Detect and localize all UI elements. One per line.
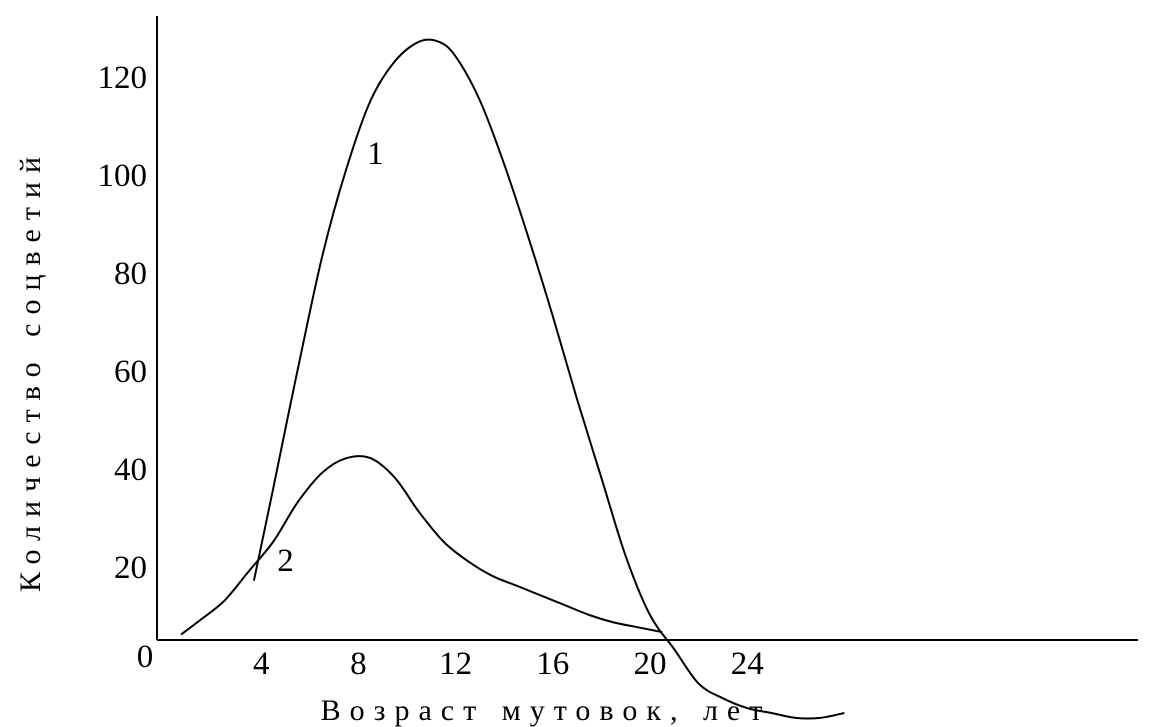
series-line-2 [180,455,663,636]
y-tick-label: 120 [98,60,148,96]
axes [156,16,1138,641]
x-tick-label: 4 [253,646,270,682]
x-tick-labels: 4 8 12 16 20 24 [253,646,764,682]
series-lines [180,38,845,720]
series-labels: 12 [277,136,383,579]
y-axis-title: Количество соцветий [14,148,47,592]
y-tick-labels: 20 40 60 80 100 120 [98,60,148,586]
y-tick-label: 20 [114,550,147,586]
x-tick-label: 24 [731,646,764,682]
y-tick-label: 40 [114,452,147,488]
y-tick-label: 100 [98,158,148,194]
x-tick-label: 20 [634,646,667,682]
x-tick-label: 16 [536,646,569,682]
x-axis-title: Возраст мутовок, лет [321,694,772,727]
x-tick-label: 12 [439,646,472,682]
series-label-2: 2 [277,543,294,579]
origin-label: 0 [137,639,154,675]
series-label-1: 1 [367,136,384,172]
y-tick-label: 60 [114,354,147,390]
y-tick-label: 80 [114,256,147,292]
series-line-1 [252,38,845,720]
x-tick-label: 8 [350,646,367,682]
